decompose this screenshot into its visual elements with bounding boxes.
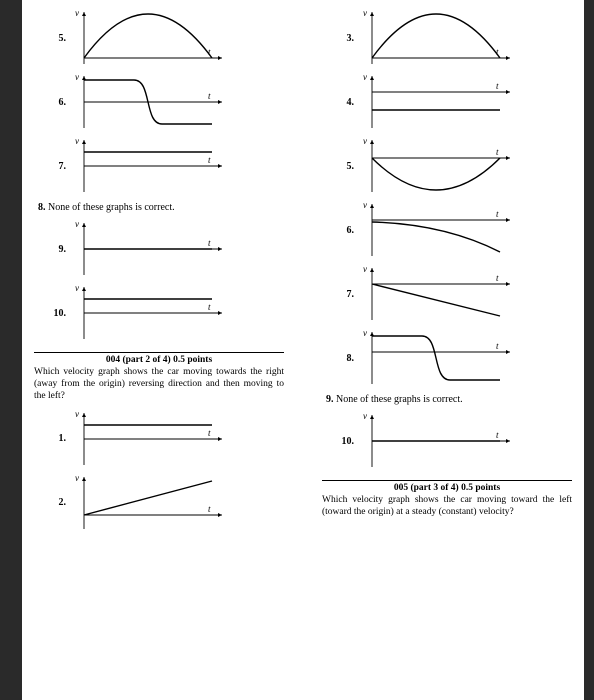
item-number: 7. <box>30 161 66 172</box>
vt-plot: v t <box>74 221 224 277</box>
item-number: 9. <box>30 244 66 255</box>
t-axis-label: t <box>208 302 211 312</box>
item-number: 8. <box>38 202 46 213</box>
vt-plot: v t <box>74 475 224 531</box>
graph-item: 7. v t <box>318 266 576 322</box>
right-column: 3. v t 4. v t 5. v t 6. v t 7. v <box>318 10 576 531</box>
v-axis-label: v <box>75 8 79 18</box>
t-axis-label: t <box>496 81 499 91</box>
vt-plot: v t <box>362 202 512 258</box>
t-axis-label: t <box>208 91 211 101</box>
question-block: 004 (part 2 of 4) 0.5 points Which veloc… <box>30 349 288 403</box>
t-axis-label: t <box>496 209 499 219</box>
item-number: 3. <box>318 33 354 44</box>
t-axis-label: t <box>208 428 211 438</box>
v-axis-label: v <box>75 219 79 229</box>
vt-plot: v t <box>362 74 512 130</box>
question-block: 005 (part 3 of 4) 0.5 points Which veloc… <box>318 477 576 519</box>
v-axis-label: v <box>75 72 79 82</box>
two-column-layout: 5. v t 6. v t 7. v t 8. None of these gr… <box>30 10 576 531</box>
none-correct-line: 8. None of these graphs is correct. <box>30 202 288 213</box>
vt-plot: v t <box>362 413 512 469</box>
v-axis-label: v <box>75 473 79 483</box>
graph-item: 6. v t <box>318 202 576 258</box>
graph-item: 2. v t <box>30 475 288 531</box>
v-axis-label: v <box>363 72 367 82</box>
item-number: 9. <box>326 394 334 405</box>
graph-item: 9. v t <box>30 221 288 277</box>
v-axis-label: v <box>75 409 79 419</box>
vt-plot: v t <box>74 74 224 130</box>
vt-plot: v t <box>362 10 512 66</box>
page: 5. v t 6. v t 7. v t 8. None of these gr… <box>0 0 594 700</box>
v-axis-label: v <box>363 136 367 146</box>
left-column: 5. v t 6. v t 7. v t 8. None of these gr… <box>30 10 288 531</box>
graph-item: 3. v t <box>318 10 576 66</box>
vt-plot: v t <box>362 266 512 322</box>
question-header: 004 (part 2 of 4) 0.5 points <box>34 352 284 367</box>
item-number: 1. <box>30 433 66 444</box>
question-body: Which velocity graph shows the car movin… <box>322 495 572 517</box>
v-axis-label: v <box>363 8 367 18</box>
item-number: 7. <box>318 289 354 300</box>
v-axis-label: v <box>363 411 367 421</box>
v-axis-label: v <box>363 200 367 210</box>
item-number: 4. <box>318 97 354 108</box>
vt-plot: v t <box>74 10 224 66</box>
t-axis-label: t <box>208 238 211 248</box>
none-correct-line: 9. None of these graphs is correct. <box>318 394 576 405</box>
t-axis-label: t <box>208 47 211 57</box>
graph-item: 4. v t <box>318 74 576 130</box>
vt-plot: v t <box>362 330 512 386</box>
t-axis-label: t <box>208 155 211 165</box>
item-number: 10. <box>318 436 354 447</box>
t-axis-label: t <box>496 147 499 157</box>
question-body: Which velocity graph shows the car movin… <box>34 367 284 401</box>
item-number: 5. <box>30 33 66 44</box>
item-number: 6. <box>318 225 354 236</box>
vt-plot: v t <box>74 285 224 341</box>
graph-item: 6. v t <box>30 74 288 130</box>
item-number: 6. <box>30 97 66 108</box>
graph-item: 5. v t <box>318 138 576 194</box>
t-axis-label: t <box>496 341 499 351</box>
graph-item: 1. v t <box>30 411 288 467</box>
v-axis-label: v <box>363 328 367 338</box>
t-axis-label: t <box>496 430 499 440</box>
vt-plot: v t <box>362 138 512 194</box>
vt-plot: v t <box>74 411 224 467</box>
v-axis-label: v <box>75 283 79 293</box>
graph-item: 8. v t <box>318 330 576 386</box>
graph-item: 5. v t <box>30 10 288 66</box>
item-number: 8. <box>318 353 354 364</box>
question-header: 005 (part 3 of 4) 0.5 points <box>322 480 572 495</box>
t-axis-label: t <box>496 47 499 57</box>
graph-item: 10. v t <box>30 285 288 341</box>
graph-item: 10. v t <box>318 413 576 469</box>
vt-plot: v t <box>74 138 224 194</box>
item-number: 2. <box>30 497 66 508</box>
item-number: 5. <box>318 161 354 172</box>
t-axis-label: t <box>496 273 499 283</box>
graph-item: 7. v t <box>30 138 288 194</box>
t-axis-label: t <box>208 504 211 514</box>
item-number: 10. <box>30 308 66 319</box>
v-axis-label: v <box>75 136 79 146</box>
v-axis-label: v <box>363 264 367 274</box>
